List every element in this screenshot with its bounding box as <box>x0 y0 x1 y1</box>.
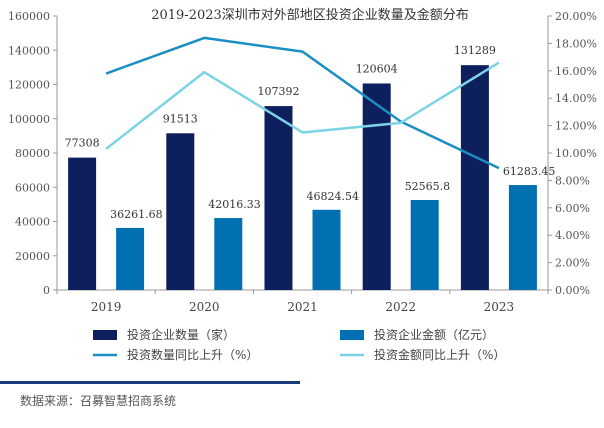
data-label-amount: 42016.33 <box>208 198 260 211</box>
legend-label: 投资企业数量（家） <box>127 327 235 342</box>
chart-title: 2019-2023深圳市对外部地区投资企业数量及金额分布 <box>151 7 469 23</box>
y-left-tick-label: 100000 <box>8 113 50 126</box>
bar-count <box>460 65 489 290</box>
bar-count <box>166 133 195 290</box>
y-right-tick-label: 18.00% <box>555 37 597 50</box>
bar-count <box>362 83 391 290</box>
line-amount-growth <box>105 61 500 150</box>
legend-label: 投资企业金额（亿元） <box>374 327 494 342</box>
x-tick-label: 2022 <box>385 300 416 314</box>
x-tick-label: 2020 <box>189 300 220 314</box>
axes: 0 20000 40000 60000 80000 100000 120000 140000 1… <box>8 10 597 314</box>
x-tick-label: 2021 <box>287 300 318 314</box>
x-tick-label: 2023 <box>484 300 515 314</box>
y-right-tick-label: 12.00% <box>555 120 597 133</box>
bar-amount <box>312 209 341 290</box>
bar-count <box>68 157 97 290</box>
y-right-tick-label: 10.00% <box>555 147 597 160</box>
legend-swatch <box>93 330 117 340</box>
source-divider <box>0 381 300 384</box>
y-right-tick-label: 14.00% <box>555 92 597 105</box>
legend-label: 投资数量同比上升（%） <box>127 347 258 362</box>
y-right-tick-label: 0.00% <box>555 284 590 297</box>
legend-label: 投资金额同比上升（%） <box>374 347 505 362</box>
y-right-tick-label: 6.00% <box>555 202 590 215</box>
y-left-tick-label: 60000 <box>15 181 50 194</box>
y-left-tick-label: 0 <box>43 284 50 297</box>
y-left-tick-label: 160000 <box>8 10 50 23</box>
bars <box>68 65 537 290</box>
y-right-tick-label: 4.00% <box>555 229 590 242</box>
lines <box>105 36 500 170</box>
y-left-tick-label: 20000 <box>15 250 50 263</box>
line-count-growth <box>105 36 500 170</box>
data-label-count: 107392 <box>258 85 300 98</box>
y-left-tick-label: 140000 <box>8 44 50 57</box>
y-left-tick-label: 40000 <box>15 216 50 229</box>
legend: 投资企业数量（家） 投资企业金额（亿元） 投资数量同比上升（%） 投资金额同比上升（%… <box>93 327 505 362</box>
y-right-tick-label: 16.00% <box>555 65 597 78</box>
bar-amount <box>214 218 243 290</box>
data-label-count: 91513 <box>163 112 198 125</box>
y-right-tick-label: 20.00% <box>555 10 597 23</box>
source-note: 数据来源：召募智慧招商系统 <box>20 393 176 408</box>
legend-swatch <box>340 330 364 340</box>
y-left-tick-label: 80000 <box>15 147 50 160</box>
y-right-tick-label: 2.00% <box>555 257 590 270</box>
data-label-amount: 52565.8 <box>405 180 451 193</box>
y-left-tick-label: 120000 <box>8 79 50 92</box>
data-label-count: 77308 <box>65 137 100 150</box>
bar-amount <box>508 185 537 290</box>
data-label-amount: 36261.68 <box>110 208 163 221</box>
data-labels: 77308 91513 107392 120604 131289 36261.68 4201… <box>65 44 556 221</box>
data-label-amount: 61283.45 <box>503 165 556 178</box>
data-label-count: 131289 <box>454 44 496 57</box>
x-tick-label: 2019 <box>91 300 122 314</box>
bar-amount <box>116 227 145 290</box>
data-label-amount: 46824.54 <box>307 190 360 203</box>
y-right-tick-label: 8.00% <box>555 174 590 187</box>
bar-amount <box>410 199 439 290</box>
data-label-count: 120604 <box>356 62 398 75</box>
bar-count <box>264 106 293 290</box>
